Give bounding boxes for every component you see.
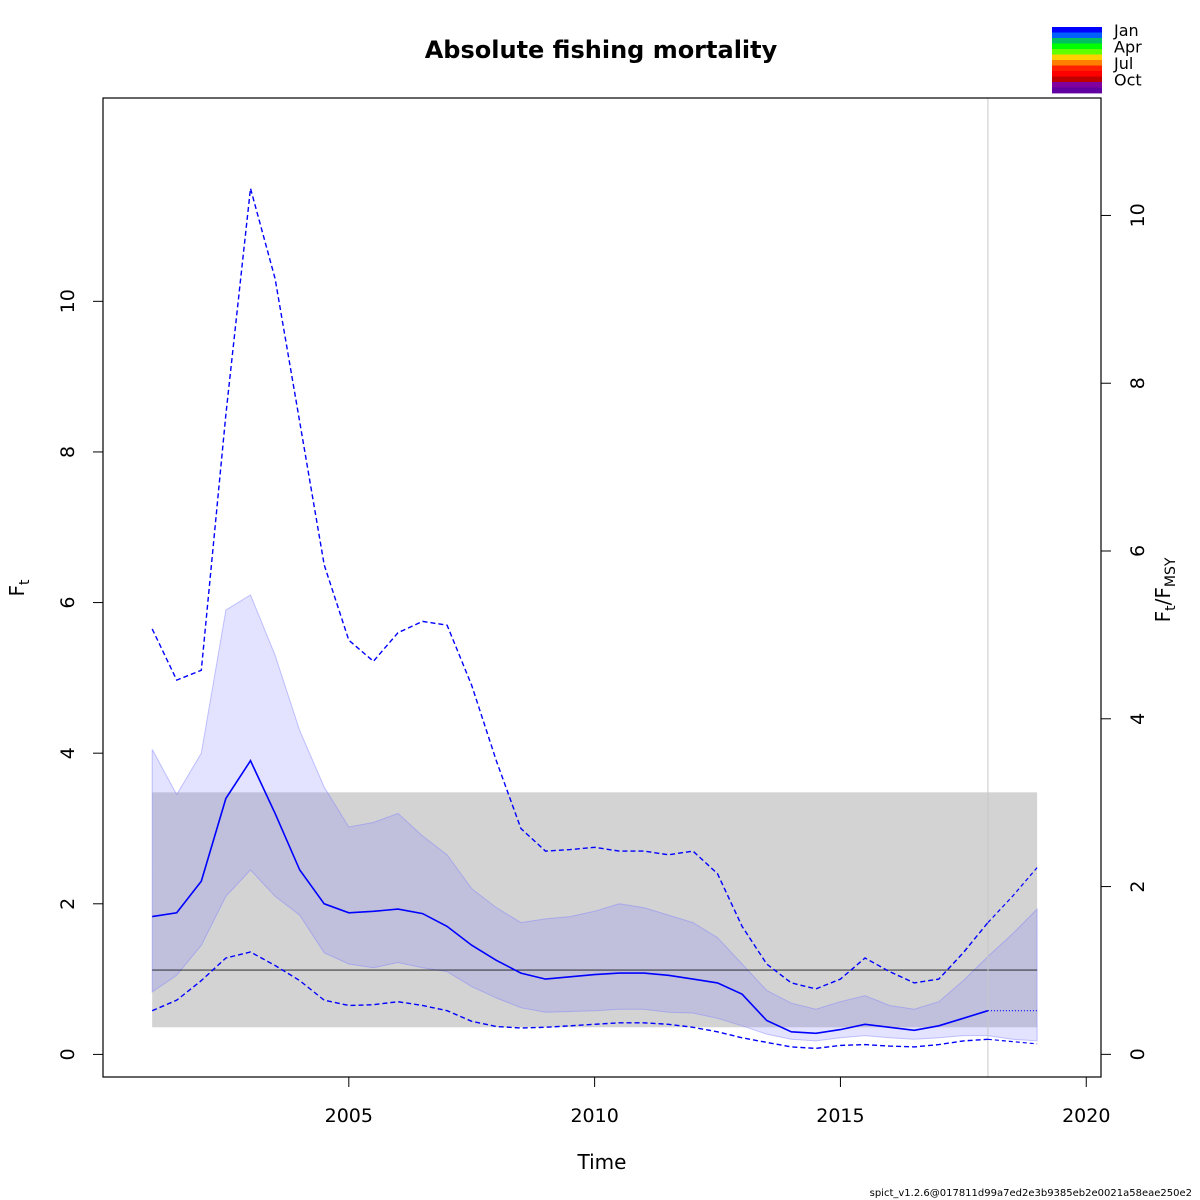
x-tick-label: 2015 bbox=[816, 1105, 864, 1127]
legend-swatch bbox=[1052, 65, 1102, 72]
ft-confidence-band bbox=[151, 594, 1038, 1042]
legend-label: Jul bbox=[1113, 54, 1133, 73]
y2-axis-label-sep: /F bbox=[1151, 587, 1175, 605]
legend-swatch bbox=[1052, 87, 1102, 94]
y-axis-label: Ft bbox=[5, 579, 33, 597]
y-tick-label: 10 bbox=[57, 289, 79, 313]
y2-tick-label: 4 bbox=[1127, 713, 1149, 725]
version-footer: spict_v1.2.6@017811d99a7ed2e3b9385eb2e00… bbox=[870, 1188, 1192, 1199]
legend-swatch bbox=[1052, 27, 1102, 33]
y2-tick-label: 8 bbox=[1127, 377, 1149, 389]
legend-swatch bbox=[1052, 49, 1102, 55]
ci-upper-line bbox=[151, 188, 989, 990]
y-tick-label: 6 bbox=[57, 597, 79, 609]
forecast-ci-lower-line bbox=[987, 1038, 1038, 1045]
y-tick-label: 0 bbox=[57, 1048, 79, 1060]
y-axis: 0 2 4 6 8 10 bbox=[57, 289, 104, 1060]
legend-swatch bbox=[1052, 43, 1102, 50]
legend-swatch bbox=[1052, 32, 1102, 39]
legend-label: Apr bbox=[1114, 38, 1142, 57]
x-axis-label: Time bbox=[577, 1150, 627, 1174]
legend-swatch bbox=[1052, 71, 1102, 77]
y2-axis-label-sub1: t bbox=[1163, 605, 1179, 611]
legend-label: Jan bbox=[1113, 21, 1139, 40]
legend-swatch bbox=[1052, 60, 1102, 66]
forecast-ci-upper-line bbox=[987, 867, 1038, 924]
y2-tick-label: 6 bbox=[1127, 545, 1149, 557]
legend-swatch bbox=[1052, 82, 1102, 88]
y2-tick-label: 0 bbox=[1127, 1048, 1149, 1060]
y2-axis-label-sub2: MSY bbox=[1163, 557, 1179, 587]
y-axis-label-sub: t bbox=[17, 579, 33, 585]
chart-title: Absolute fishing mortality bbox=[425, 36, 778, 64]
legend-swatch bbox=[1052, 76, 1102, 83]
x-tick-label: 2020 bbox=[1062, 1105, 1110, 1127]
ft-estimate-line bbox=[152, 759, 989, 1035]
y2-axis-label-main: F bbox=[1151, 611, 1175, 623]
legend-swatch bbox=[1052, 54, 1102, 61]
ci-lower-line bbox=[151, 951, 988, 1050]
fmsy-confidence-band bbox=[152, 792, 1038, 1028]
y2-axis-label: Ft/FMSY bbox=[1151, 557, 1179, 622]
y-tick-label: 2 bbox=[57, 898, 79, 910]
legend-label: Oct bbox=[1114, 71, 1142, 90]
x-tick-label: 2010 bbox=[570, 1105, 618, 1127]
plot-area bbox=[151, 98, 1038, 1077]
x-axis: 2005 2010 2015 2020 bbox=[325, 1076, 1110, 1127]
y-axis-label-main: F bbox=[5, 585, 29, 597]
x-tick-label: 2005 bbox=[325, 1105, 373, 1127]
y-tick-label: 8 bbox=[57, 446, 79, 458]
legend-swatch bbox=[1052, 38, 1102, 44]
y-tick-label: 4 bbox=[57, 747, 79, 759]
y2-tick-label: 10 bbox=[1127, 203, 1149, 227]
y2-axis: 0 2 4 6 8 10 bbox=[1100, 203, 1149, 1060]
y2-tick-label: 2 bbox=[1127, 881, 1149, 893]
